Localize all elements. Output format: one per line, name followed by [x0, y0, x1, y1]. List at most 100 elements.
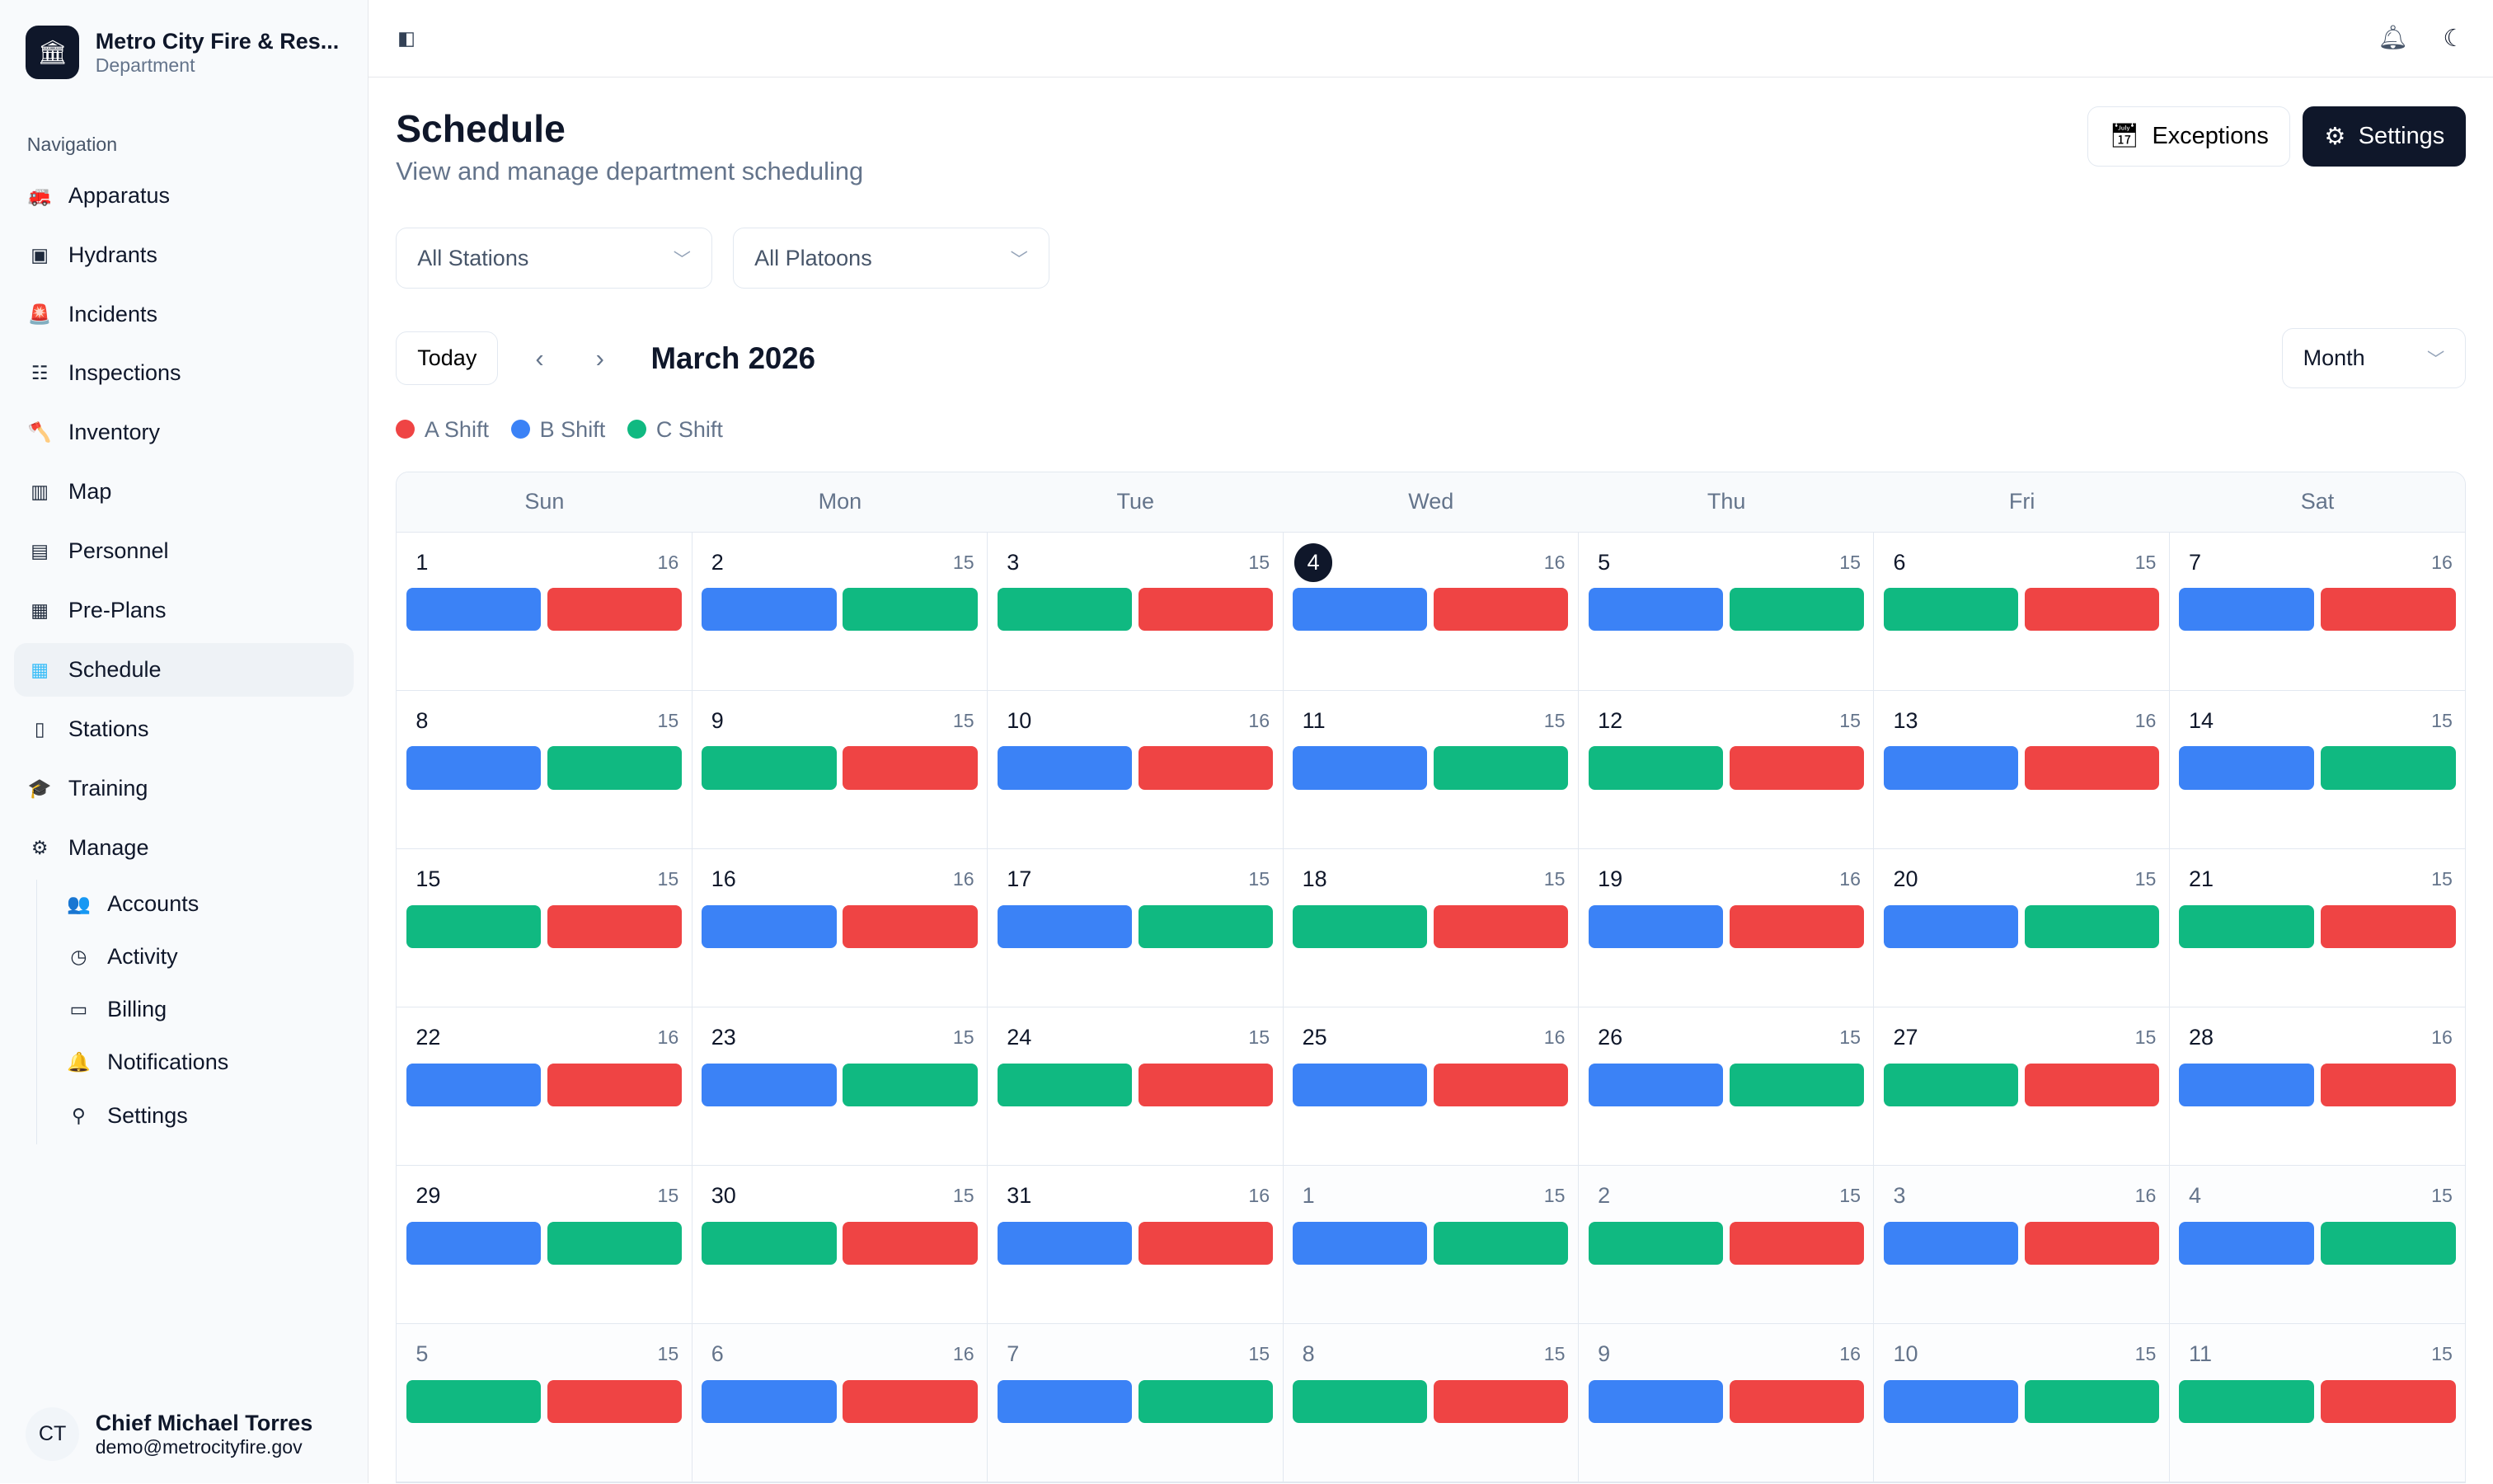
sidebar-item-billing[interactable]: ▭ Billing — [54, 986, 355, 1034]
shift-bar-c[interactable] — [997, 588, 1132, 632]
sidebar-item-settings[interactable]: ⚲ Settings — [54, 1092, 355, 1139]
shift-bar-b[interactable] — [406, 588, 542, 632]
day-cell[interactable]: 11 15 — [1283, 690, 1579, 850]
shift-bar-b[interactable] — [1293, 1221, 1428, 1265]
shift-bar-a[interactable] — [2024, 588, 2160, 632]
shift-bar-b[interactable] — [1588, 1063, 1723, 1106]
sidebar-item-personnel[interactable]: ▤ Personnel — [14, 524, 354, 579]
shift-bar-a[interactable] — [843, 1221, 978, 1265]
shift-bar-b[interactable] — [1293, 746, 1428, 790]
shift-bar-a[interactable] — [1138, 1063, 1273, 1106]
shift-bar-c[interactable] — [1138, 904, 1273, 948]
settings-button[interactable]: ⚙ Settings — [2303, 106, 2467, 167]
shift-bar-b[interactable] — [406, 1063, 542, 1106]
shift-bar-c[interactable] — [2320, 746, 2456, 790]
shift-bar-c[interactable] — [1293, 1379, 1428, 1423]
shift-bar-a[interactable] — [1434, 588, 1569, 632]
day-cell[interactable]: 8 15 — [397, 690, 692, 850]
chevron-left-icon[interactable]: ‹ — [535, 343, 544, 373]
day-cell[interactable]: 15 15 — [397, 849, 692, 1008]
shift-bar-c[interactable] — [1883, 588, 2019, 632]
day-cell[interactable]: 26 15 — [1578, 1007, 1875, 1167]
station-select[interactable]: All Stations ﹀ — [396, 228, 712, 289]
shift-bar-c[interactable] — [2024, 904, 2160, 948]
shift-bar-b[interactable] — [1883, 904, 2019, 948]
shift-bar-a[interactable] — [1434, 904, 1569, 948]
day-cell[interactable]: 29 15 — [397, 1166, 692, 1325]
shift-bar-c[interactable] — [1293, 904, 1428, 948]
shift-bar-c[interactable] — [843, 588, 978, 632]
day-cell[interactable]: 8 15 — [1283, 1324, 1579, 1483]
shift-bar-c[interactable] — [547, 746, 683, 790]
sidebar-item-schedule[interactable]: ▦ Schedule — [14, 642, 354, 697]
shift-bar-b[interactable] — [1588, 588, 1723, 632]
shift-bar-b[interactable] — [2179, 746, 2315, 790]
day-cell[interactable]: 3 15 — [988, 532, 1284, 691]
shift-bar-b[interactable] — [702, 1379, 837, 1423]
shift-bar-b[interactable] — [1883, 1379, 2019, 1423]
day-cell[interactable]: 27 15 — [1874, 1007, 2170, 1167]
day-cell[interactable]: 14 15 — [2169, 691, 2466, 850]
shift-bar-b[interactable] — [997, 904, 1132, 948]
org-header[interactable]: 🏛 Metro City Fire & Res... Department — [0, 0, 368, 105]
shift-bar-a[interactable] — [1434, 1379, 1569, 1423]
shift-bar-a[interactable] — [1434, 1063, 1569, 1106]
shift-bar-a[interactable] — [2320, 1063, 2456, 1106]
day-cell[interactable]: 23 15 — [692, 1007, 988, 1167]
shift-bar-b[interactable] — [1588, 904, 1723, 948]
shift-bar-c[interactable] — [1729, 588, 1864, 632]
shift-bar-a[interactable] — [843, 1379, 978, 1423]
moon-icon[interactable]: ☾ — [2443, 25, 2465, 52]
user-profile[interactable]: CT Chief Michael Torres demo@metrocityfi… — [25, 1407, 312, 1462]
day-cell[interactable]: 30 15 — [692, 1166, 988, 1325]
shift-bar-a[interactable] — [1729, 746, 1864, 790]
day-cell[interactable]: 2 15 — [692, 532, 988, 691]
day-cell[interactable]: 9 15 — [692, 690, 988, 850]
shift-bar-c[interactable] — [2179, 1379, 2315, 1423]
view-select[interactable]: Month ﹀ — [2281, 327, 2467, 389]
shift-bar-b[interactable] — [406, 746, 542, 790]
chevron-right-icon[interactable]: › — [595, 343, 604, 373]
sidebar-item-apparatus[interactable]: 🚒 Apparatus — [14, 168, 354, 223]
day-cell[interactable]: 2 15 — [1578, 1166, 1875, 1325]
shift-bar-a[interactable] — [843, 904, 978, 948]
shift-bar-a[interactable] — [547, 1063, 683, 1106]
sidebar-toggle-icon[interactable]: ◧ — [397, 26, 416, 49]
shift-bar-b[interactable] — [702, 1063, 837, 1106]
shift-bar-b[interactable] — [2179, 1221, 2315, 1265]
sidebar-item-incidents[interactable]: 🚨 Incidents — [14, 287, 354, 341]
day-cell[interactable]: 17 15 — [988, 849, 1284, 1008]
shift-bar-b[interactable] — [997, 746, 1132, 790]
platoon-select[interactable]: All Platoons ﹀ — [733, 228, 1049, 289]
shift-bar-a[interactable] — [1138, 1221, 1273, 1265]
shift-bar-c[interactable] — [2320, 1221, 2456, 1265]
sidebar-item-map[interactable]: ▥ Map — [14, 465, 354, 519]
sidebar-item-pre-plans[interactable]: ▦ Pre-Plans — [14, 584, 354, 638]
shift-bar-a[interactable] — [1138, 588, 1273, 632]
shift-bar-b[interactable] — [406, 1221, 542, 1265]
shift-bar-c[interactable] — [2179, 904, 2315, 948]
day-cell[interactable]: 24 15 — [988, 1007, 1284, 1167]
shift-bar-c[interactable] — [1434, 746, 1569, 790]
shift-bar-a[interactable] — [843, 746, 978, 790]
day-cell[interactable]: 6 15 — [1874, 532, 2170, 691]
day-cell[interactable]: 1 16 — [397, 532, 692, 691]
shift-bar-b[interactable] — [997, 1221, 1132, 1265]
sidebar-item-inspections[interactable]: ☷ Inspections — [14, 346, 354, 401]
day-cell[interactable]: 1 15 — [1283, 1166, 1579, 1325]
shift-bar-a[interactable] — [2320, 904, 2456, 948]
sidebar-item-activity[interactable]: ◷ Activity — [54, 933, 355, 981]
shift-bar-c[interactable] — [406, 904, 542, 948]
day-cell[interactable]: 10 16 — [988, 690, 1284, 850]
shift-bar-a[interactable] — [1729, 1221, 1864, 1265]
sidebar-item-hydrants[interactable]: ▣ Hydrants — [14, 228, 354, 282]
shift-bar-a[interactable] — [2320, 1379, 2456, 1423]
shift-bar-b[interactable] — [702, 904, 837, 948]
shift-bar-a[interactable] — [547, 1379, 683, 1423]
shift-bar-b[interactable] — [702, 588, 837, 632]
day-cell[interactable]: 16 16 — [692, 849, 988, 1008]
shift-bar-b[interactable] — [1293, 588, 1428, 632]
day-cell[interactable]: 12 15 — [1578, 690, 1875, 850]
shift-bar-c[interactable] — [1883, 1063, 2019, 1106]
day-cell[interactable]: 18 15 — [1283, 849, 1579, 1008]
